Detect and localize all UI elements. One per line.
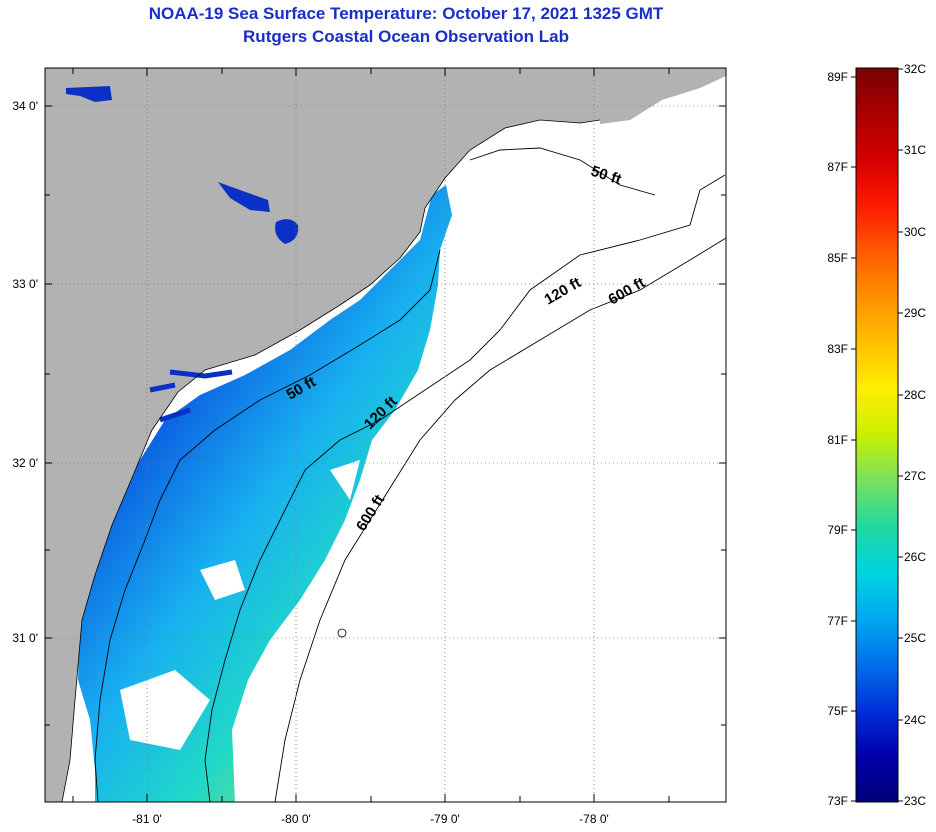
land-mass (600, 68, 726, 124)
cloud-gap (330, 460, 360, 500)
colorbar-label-c: 31C (904, 143, 926, 157)
lon-label: -78 0' (579, 812, 609, 826)
map-frame (44, 67, 727, 803)
colorbar-label-c: 25C (904, 631, 926, 645)
colorbar-label-c: 30C (904, 225, 926, 239)
colorbar-label-f: 89F (827, 70, 848, 84)
colorbar (855, 67, 899, 803)
colorbar-label-f: 79F (827, 523, 848, 537)
lon-label: -79 0' (430, 812, 460, 826)
lon-label: -80 0' (281, 812, 311, 826)
axis-ticks (45, 68, 726, 802)
graticule (45, 68, 726, 802)
estuary (149, 369, 233, 423)
colorbar-label-f: 85F (827, 251, 848, 265)
map-subtitle: Rutgers Coastal Ocean Observation Lab (243, 27, 569, 46)
lat-label: 34 0' (12, 99, 38, 113)
cloud-gap (200, 560, 245, 600)
colorbar-label-f: 83F (827, 342, 848, 356)
land-mass (45, 68, 620, 802)
lake (275, 219, 299, 244)
contour-120ft (204, 174, 726, 802)
contour-50ft (94, 147, 656, 802)
lat-label: 31 0' (12, 631, 38, 645)
colorbar-ticks (851, 68, 903, 802)
lon-label: -81 0' (132, 812, 162, 826)
lat-label: 32 0' (12, 456, 38, 470)
cloud-gap (260, 690, 300, 730)
colorbar-label-f: 81F (827, 433, 848, 447)
colorbar-label-f: 75F (827, 704, 848, 718)
lat-label: 33 0' (12, 277, 38, 291)
colorbar-label-f: 73F (827, 794, 848, 808)
colorbar-label-c: 27C (904, 469, 926, 483)
coastline (61, 119, 601, 802)
colorbar-label-c: 23C (904, 794, 926, 808)
sst-data-swath (78, 185, 452, 802)
cloud-gap (120, 670, 210, 750)
seamount-contour (337, 628, 347, 638)
lake (218, 182, 270, 212)
contour-600ft (274, 237, 726, 802)
colorbar-label-c: 29C (904, 306, 926, 320)
colorbar-label-f: 77F (827, 614, 848, 628)
map-title: NOAA-19 Sea Surface Temperature: October… (148, 4, 664, 23)
lake (66, 86, 112, 102)
colorbar-label-c: 24C (904, 713, 926, 727)
colorbar-label-c: 28C (904, 388, 926, 402)
colorbar-label-c: 26C (904, 550, 926, 564)
colorbar-label-c: 32C (904, 62, 926, 76)
map-panel: 50 ft 50 ft 120 ft 120 ft 600 ft 600 ft (45, 68, 726, 802)
colorbar-label-f: 87F (827, 160, 848, 174)
